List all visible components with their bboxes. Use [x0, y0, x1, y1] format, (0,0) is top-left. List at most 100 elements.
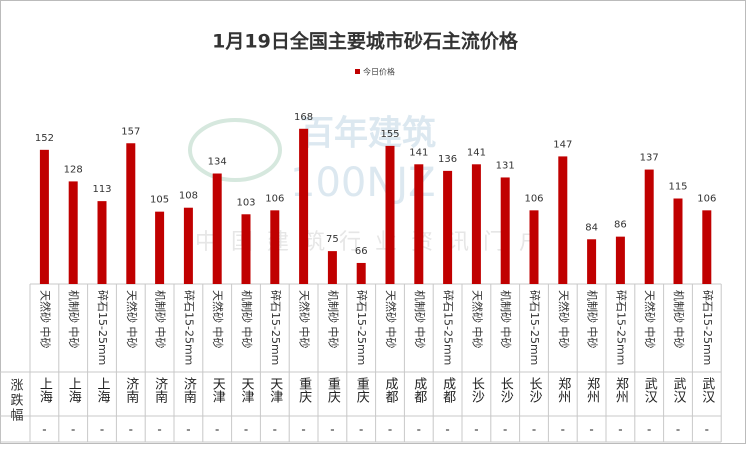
bar	[183, 207, 193, 284]
bar	[471, 164, 481, 284]
bar	[241, 214, 251, 284]
x-tick-label: 天然砂 中砂	[470, 290, 484, 349]
bar	[587, 239, 597, 284]
bar	[356, 262, 366, 284]
x-tick-label: 机制砂 中砂	[672, 290, 686, 349]
city-label: 成都	[440, 377, 456, 403]
x-tick-label: 机制砂 中砂	[240, 290, 254, 349]
change-value: -	[503, 423, 507, 437]
data-label: 168	[294, 112, 313, 123]
data-label: 141	[467, 147, 486, 158]
city-label: 重庆	[325, 376, 341, 403]
city-label: 上海	[66, 377, 82, 403]
city-label: 济南	[152, 377, 168, 403]
city-label: 成都	[383, 377, 399, 403]
city-label: 郑州	[613, 377, 629, 403]
watermark-text: 百年建筑	[300, 114, 436, 154]
x-tick-label: 天然砂 中砂	[125, 290, 139, 349]
watermark-text: 中国建筑行业资讯门户	[195, 230, 555, 255]
city-label: 重庆	[296, 376, 312, 403]
data-label: 105	[150, 195, 169, 206]
city-label: 济南	[123, 377, 139, 403]
city-label: 天津	[210, 377, 226, 403]
city-label: 重庆	[354, 376, 370, 403]
bar	[529, 210, 539, 284]
city-label: 郑州	[555, 377, 571, 403]
bar	[673, 198, 683, 284]
data-label: 115	[668, 182, 687, 193]
data-label: 157	[121, 126, 140, 137]
watermark-logo	[188, 118, 282, 182]
change-value: -	[445, 423, 449, 437]
x-tick-label: 天然砂 中砂	[384, 290, 398, 349]
change-value: -	[186, 423, 190, 437]
city-label: 长沙	[469, 377, 485, 403]
bar	[702, 210, 712, 284]
watermark: 百年建筑 100NJZ 中国建筑行业资讯门户	[188, 114, 555, 255]
change-value: -	[359, 423, 363, 437]
data-label: 66	[355, 246, 368, 257]
change-value: -	[388, 423, 392, 437]
change-value: -	[215, 423, 219, 437]
change-value: -	[157, 423, 161, 437]
bar	[126, 143, 136, 284]
x-tick-label: 碎石15-25mm	[182, 290, 196, 365]
city-label: 上海	[95, 377, 111, 403]
bar	[327, 251, 337, 284]
city-label: 济南	[181, 377, 197, 403]
data-label: 84	[585, 222, 598, 233]
city-label: 上海	[37, 377, 53, 403]
x-tick-label: 碎石15-25mm	[269, 290, 283, 365]
change-value: -	[676, 423, 680, 437]
bar	[500, 177, 510, 284]
change-value: -	[705, 423, 709, 437]
city-label: 武汉	[699, 377, 715, 403]
bar	[615, 236, 625, 284]
x-tick-label: 碎石15-25mm	[96, 290, 110, 365]
bar	[68, 181, 78, 284]
change-value: -	[273, 423, 277, 437]
x-tick-label: 天然砂 中砂	[298, 290, 312, 349]
x-tick-label: 机制砂 中砂	[413, 290, 427, 349]
change-value: -	[417, 423, 421, 437]
data-label: 155	[380, 129, 399, 140]
data-label: 106	[524, 193, 543, 204]
change-value: -	[301, 423, 305, 437]
watermark-text: 100NJZ	[290, 160, 435, 206]
data-label: 131	[496, 160, 515, 171]
bar	[270, 210, 280, 284]
city-label: 天津	[239, 377, 255, 403]
change-value: -	[100, 423, 104, 437]
x-tick-label: 天然砂 中砂	[557, 290, 571, 349]
x-tick-label: 机制砂 中砂	[586, 290, 600, 349]
city-label: 长沙	[498, 377, 514, 403]
x-tick-label: 机制砂 中砂	[67, 290, 81, 349]
data-label: 137	[640, 153, 659, 164]
bar	[414, 164, 424, 284]
row-label: 涨跌幅	[8, 378, 24, 423]
data-label: 147	[553, 139, 572, 150]
data-label: 141	[409, 147, 428, 158]
change-value: -	[474, 423, 478, 437]
bar	[212, 173, 222, 284]
x-tick-label: 机制砂 中砂	[326, 290, 340, 349]
data-label: 134	[208, 157, 227, 168]
data-label: 86	[614, 220, 627, 231]
x-tick-label: 机制砂 中砂	[499, 290, 513, 349]
city-label: 长沙	[527, 377, 543, 403]
city-label: 郑州	[584, 377, 600, 403]
data-label: 106	[697, 193, 716, 204]
data-label: 103	[236, 197, 255, 208]
bar	[299, 128, 309, 284]
data-label: 106	[265, 193, 284, 204]
city-label: 武汉	[671, 377, 687, 403]
x-tick-label: 碎石15-25mm	[355, 290, 369, 365]
data-label: 108	[179, 191, 198, 202]
change-value: -	[589, 423, 593, 437]
legend-swatch	[355, 69, 360, 74]
chart-title: 1月19日全国主要城市砂石主流价格	[212, 30, 519, 53]
change-value: -	[71, 423, 75, 437]
bar	[443, 170, 453, 284]
